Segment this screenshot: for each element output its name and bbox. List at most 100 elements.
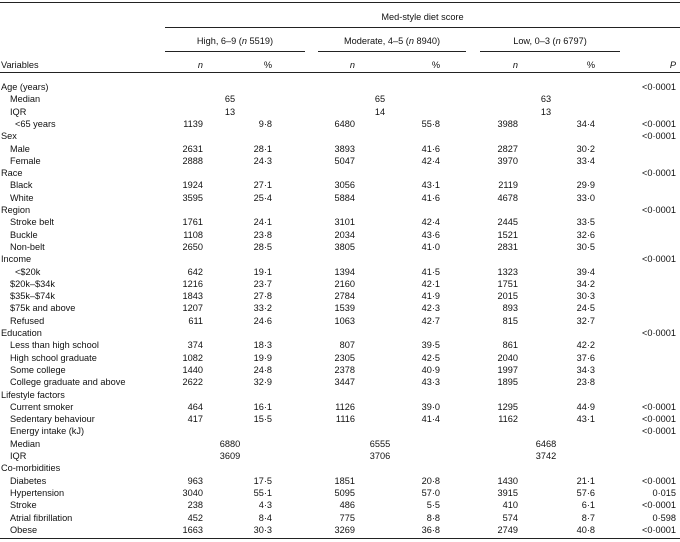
cell-pct: 33·2 xyxy=(253,303,272,314)
cell-n: 3056 xyxy=(334,180,355,191)
cell-p-value: <0·0001 xyxy=(642,328,676,338)
cell-n: 3988 xyxy=(497,118,518,129)
cell-p-value: <0·0001 xyxy=(642,168,676,179)
row-label: Diabetes xyxy=(10,475,47,486)
row-label: Buckle xyxy=(10,229,38,240)
cell-n: 3893 xyxy=(334,143,355,154)
cell-pct: 41·4 xyxy=(421,414,440,425)
cell-n: 1851 xyxy=(334,475,355,486)
cell-summary: 63 xyxy=(540,94,552,105)
cell-pct: 57·6 xyxy=(576,487,595,498)
cell-n: 2784 xyxy=(334,291,355,302)
cell-pct: 39·0 xyxy=(421,401,440,412)
cell-p-value: <0·0001 xyxy=(642,118,676,129)
cell-n: 4678 xyxy=(497,192,518,203)
bottom-rule xyxy=(0,538,680,539)
cell-pct: 23·8 xyxy=(253,229,272,240)
cell-p-value: <0·0001 xyxy=(642,524,676,535)
cell-pct: 34·2 xyxy=(576,278,595,289)
cell-pct: 30·3 xyxy=(253,524,272,535)
cell-summary: 65 xyxy=(224,94,236,105)
cell-pct: 19·1 xyxy=(253,266,272,277)
cell-pct: 37·6 xyxy=(576,352,595,363)
row-label: <65 years xyxy=(15,118,56,129)
cell-pct: 43·3 xyxy=(421,377,440,388)
cell-summary: 3609 xyxy=(219,451,241,461)
row-label: Stroke belt xyxy=(10,217,54,228)
row-label: Less than high school xyxy=(10,340,99,351)
cell-n: 2827 xyxy=(497,143,518,154)
cell-summary: 3706 xyxy=(369,451,391,461)
col-header-pct: % xyxy=(586,60,595,70)
cell-pct: 24·3 xyxy=(253,155,272,166)
cell-pct: 34·4 xyxy=(576,118,595,129)
cell-n: 775 xyxy=(339,512,355,523)
cell-summary: 6880 xyxy=(219,438,241,449)
cell-pct: 32·6 xyxy=(576,229,595,240)
row-label: Stroke xyxy=(10,500,37,511)
row-label: Hypertension xyxy=(10,487,65,498)
row-group-label: Race xyxy=(1,168,23,179)
group-underline-moderate xyxy=(318,51,466,52)
cell-summary: 6555 xyxy=(369,438,391,449)
cell-n: 574 xyxy=(502,512,518,523)
col-header-n: n xyxy=(197,60,203,70)
cell-n: 2160 xyxy=(334,278,355,289)
cell-n: 1539 xyxy=(334,303,355,314)
cell-summary: 6468 xyxy=(535,438,557,449)
cell-pct: 21·1 xyxy=(576,475,595,486)
cell-n: 1126 xyxy=(335,401,355,412)
cell-pct: 6·1 xyxy=(581,500,595,511)
cell-summary: 13 xyxy=(540,106,552,117)
cell-n: 1082 xyxy=(182,352,203,363)
cell-n: 1440 xyxy=(182,364,203,375)
cell-pct: 39·4 xyxy=(576,266,595,277)
cell-n: 3447 xyxy=(334,377,355,388)
cell-n: 1895 xyxy=(497,377,518,388)
cell-pct: 24·1 xyxy=(253,217,272,228)
cell-n: 1924 xyxy=(182,180,203,191)
row-label: College graduate and above xyxy=(10,377,126,388)
cell-pct: 33·0 xyxy=(576,192,595,203)
cell-n: 6480 xyxy=(334,118,355,129)
cell-pct: 4·3 xyxy=(258,500,272,511)
cell-pct: 27·1 xyxy=(253,180,272,191)
cell-pct: 8·7 xyxy=(581,512,595,523)
cell-pct: 33·5 xyxy=(576,217,595,228)
row-label: White xyxy=(10,192,34,203)
cell-n: 3805 xyxy=(334,241,355,252)
col-header-variables: Variables xyxy=(1,60,39,70)
cell-p-value: 0·598 xyxy=(652,512,677,523)
cell-p-value: 0·015 xyxy=(652,487,677,498)
cell-n: 1216 xyxy=(182,278,203,289)
cell-n: 642 xyxy=(187,266,203,277)
col-header-pct: % xyxy=(263,60,272,70)
header-rule xyxy=(0,72,680,73)
col-header-n: n xyxy=(512,60,518,70)
cell-summary: 3742 xyxy=(535,451,557,461)
group-underline-low xyxy=(480,51,620,52)
cell-pct: 42·5 xyxy=(421,352,440,363)
cell-n: 2015 xyxy=(497,291,518,302)
cell-p-value: <0·0001 xyxy=(642,401,676,412)
cell-n: 1063 xyxy=(334,315,355,326)
cell-pct: 42·4 xyxy=(421,217,440,228)
cell-pct: 28·1 xyxy=(253,143,272,154)
cell-n: 5884 xyxy=(334,192,355,203)
cell-n: 2119 xyxy=(498,180,518,191)
group-header-low: Low, 0–3 (n 6797) xyxy=(513,36,587,46)
row-group-label: Sex xyxy=(1,131,17,142)
cell-pct: 20·8 xyxy=(421,475,440,486)
cell-n: 238 xyxy=(187,500,203,511)
cell-pct: 30·2 xyxy=(576,143,595,154)
cell-pct: 23·7 xyxy=(253,278,272,289)
cell-pct: 41·9 xyxy=(421,291,440,302)
row-label: High school graduate xyxy=(10,352,97,363)
cell-n: 1295 xyxy=(497,401,518,412)
row-label: Female xyxy=(10,155,41,166)
cell-n: 5047 xyxy=(334,155,355,166)
cell-pct: 24·8 xyxy=(253,364,272,375)
cell-n: 2888 xyxy=(182,155,203,166)
cell-n: 410 xyxy=(502,500,518,511)
